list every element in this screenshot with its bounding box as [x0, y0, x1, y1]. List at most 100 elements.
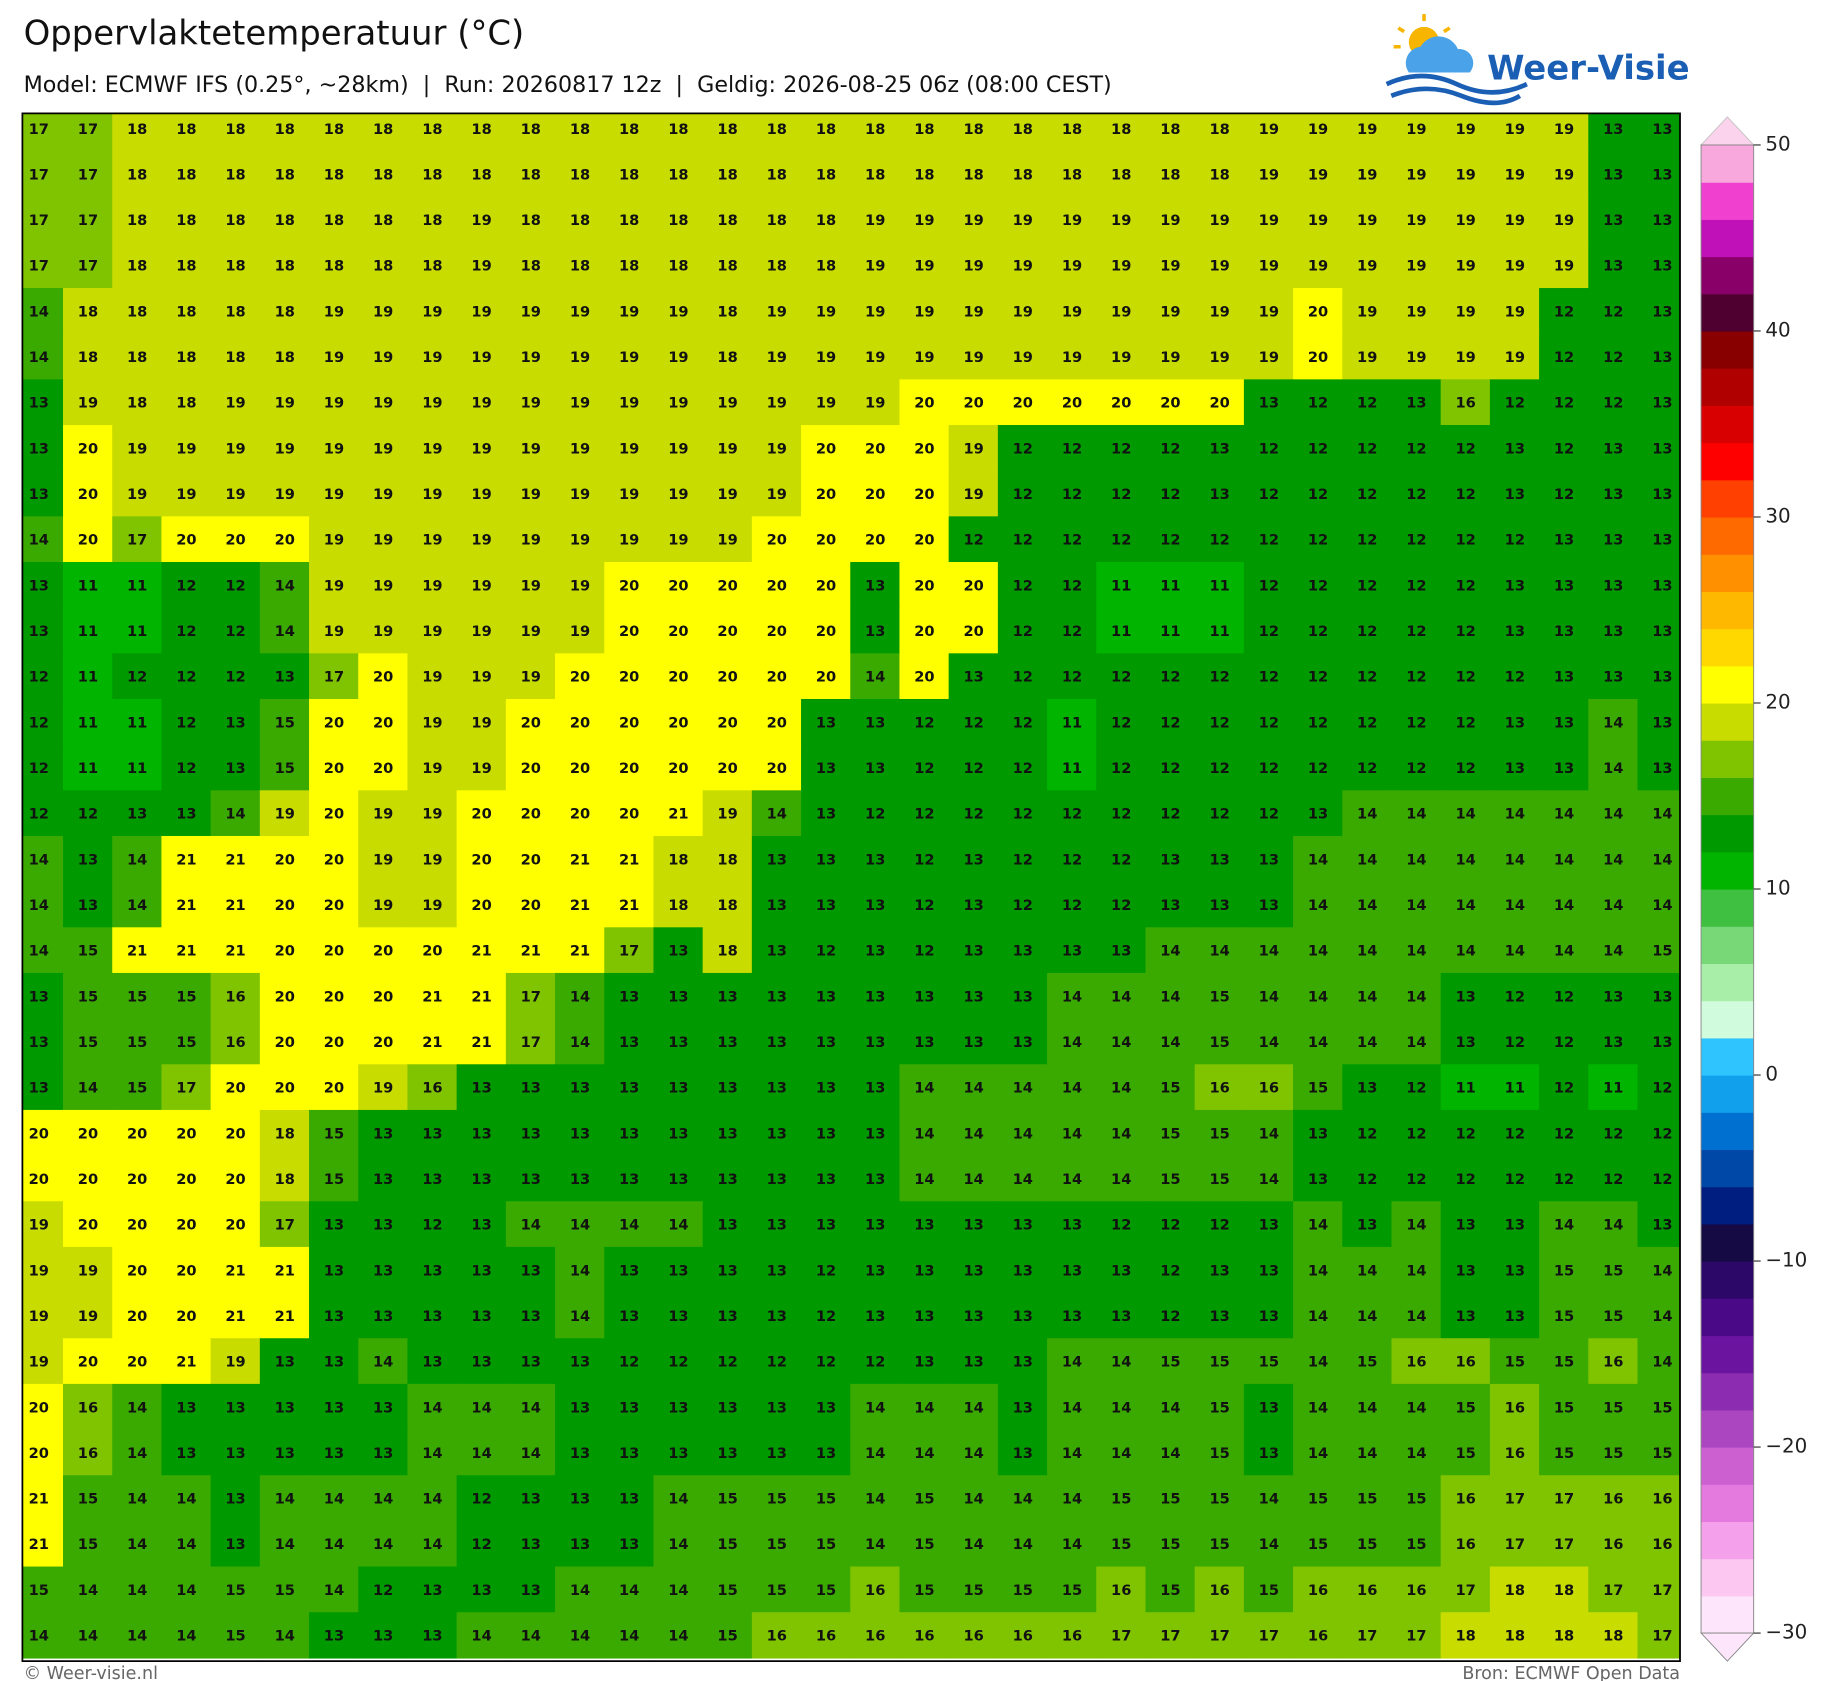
- temperature-label: 13: [914, 1308, 934, 1325]
- temperature-cell: [358, 1612, 409, 1659]
- temperature-cell: [505, 288, 556, 335]
- temperature-label: 13: [963, 669, 983, 686]
- temperature-cell: [1243, 151, 1294, 198]
- temperature-label: 17: [619, 943, 639, 960]
- temperature-cell: [505, 1292, 556, 1339]
- temperature-label: 11: [78, 760, 98, 777]
- temperature-cell: [456, 425, 507, 472]
- temperature-cell: [1096, 1155, 1147, 1202]
- temperature-label: 12: [1111, 806, 1131, 823]
- temperature-label: 18: [422, 258, 442, 275]
- temperature-cell: [1243, 425, 1294, 472]
- temperature-cell: [1440, 425, 1491, 472]
- temperature-cell: [1539, 470, 1589, 518]
- temperature-label: 14: [1308, 897, 1328, 914]
- temperature-label: 12: [668, 1354, 688, 1371]
- temperature-cell: [899, 1429, 950, 1476]
- temperature-label: 21: [422, 988, 442, 1005]
- temperature-label: 13: [521, 1171, 541, 1188]
- temperature-label: 19: [1357, 303, 1377, 320]
- temperature-label: 13: [275, 669, 295, 686]
- temperature-cell: [653, 881, 704, 928]
- temperature-cell: [309, 1338, 359, 1385]
- temperature-label: 14: [963, 1536, 983, 1553]
- temperature-cell: [899, 425, 950, 472]
- temperature-cell: [604, 835, 655, 883]
- temperature-label: 17: [521, 988, 541, 1005]
- temperature-label: 13: [1652, 395, 1672, 412]
- temperature-label: 12: [865, 806, 885, 823]
- temperature-cell: [1047, 425, 1097, 472]
- temperature-cell: [63, 1246, 113, 1294]
- temperature-label: 13: [422, 1582, 442, 1599]
- temperature-label: 12: [1406, 1171, 1426, 1188]
- temperature-label: 15: [1603, 1445, 1623, 1462]
- temperature-label: 18: [275, 166, 295, 183]
- temperature-label: 20: [1308, 303, 1328, 320]
- temperature-label: 13: [1013, 1217, 1033, 1234]
- temperature-cell: [161, 1475, 212, 1522]
- temperature-label: 14: [1013, 1125, 1033, 1142]
- temperature-label: 12: [1259, 532, 1279, 549]
- temperature-cell: [1047, 790, 1097, 837]
- temperature-label: 18: [275, 303, 295, 320]
- temperature-cell: [653, 288, 704, 335]
- temperature-cell: [899, 835, 950, 883]
- temperature-label: 18: [1160, 166, 1180, 183]
- temperature-cell: [702, 242, 753, 289]
- temperature-label: 18: [1209, 121, 1229, 138]
- temperature-label: 18: [619, 166, 639, 183]
- temperature-label: 13: [324, 1354, 344, 1371]
- temperature-cell: [358, 881, 409, 928]
- temperature-label: 19: [668, 395, 688, 412]
- temperature-label: 15: [78, 988, 98, 1005]
- temperature-cell: [456, 972, 507, 1020]
- temperature-label: 20: [176, 1171, 196, 1188]
- temperature-cell: [259, 927, 310, 974]
- temperature-label: 13: [1357, 1080, 1377, 1097]
- temperature-label: 12: [1455, 532, 1475, 549]
- temperature-cell: [456, 607, 507, 655]
- temperature-label: 14: [1062, 1491, 1082, 1508]
- temperature-cell: [1489, 744, 1540, 792]
- temperature-cell: [358, 1018, 409, 1065]
- temperature-cell: [555, 972, 605, 1020]
- temperature-cell: [161, 1566, 212, 1613]
- temperature-cell: [1194, 242, 1245, 289]
- temperature-label: 18: [816, 258, 836, 275]
- temperature-label: 19: [78, 395, 98, 412]
- temperature-label: 12: [1308, 486, 1328, 503]
- temperature-label: 13: [1013, 988, 1033, 1005]
- temperature-label: 18: [668, 212, 688, 229]
- temperature-label: 21: [521, 943, 541, 960]
- temperature-cell: [1440, 1018, 1491, 1065]
- temperature-cell: [850, 196, 901, 244]
- temperature-label: 13: [1505, 486, 1525, 503]
- temperature-label: 14: [521, 1628, 541, 1645]
- temperature-label: 13: [619, 1399, 639, 1416]
- temperature-label: 17: [1554, 1491, 1574, 1508]
- temperature-cell: [801, 1109, 851, 1157]
- temperature-cell: [161, 516, 212, 563]
- temperature-label: 18: [717, 166, 737, 183]
- temperature-cell: [604, 1109, 655, 1157]
- temperature-label: 20: [29, 1399, 49, 1416]
- temperature-label: 20: [176, 1217, 196, 1234]
- temperature-label: 13: [865, 1125, 885, 1142]
- temperature-cell: [112, 1292, 163, 1339]
- temperature-label: 14: [1652, 851, 1672, 868]
- temperature-cell: [161, 835, 212, 883]
- temperature-cell: [161, 1246, 212, 1294]
- temperature-cell: [1145, 653, 1196, 700]
- temperature-cell: [1096, 607, 1147, 655]
- temperature-label: 12: [1554, 349, 1574, 366]
- temperature-cell: [604, 607, 655, 655]
- temperature-label: 12: [1111, 486, 1131, 503]
- temperature-cell: [1342, 196, 1393, 244]
- temperature-cell: [456, 288, 507, 335]
- temperature-label: 12: [914, 943, 934, 960]
- temperature-label: 12: [1111, 897, 1131, 914]
- temperature-cell: [1194, 470, 1245, 518]
- temperature-cell: [112, 1109, 163, 1157]
- temperature-cell: [1047, 1292, 1097, 1339]
